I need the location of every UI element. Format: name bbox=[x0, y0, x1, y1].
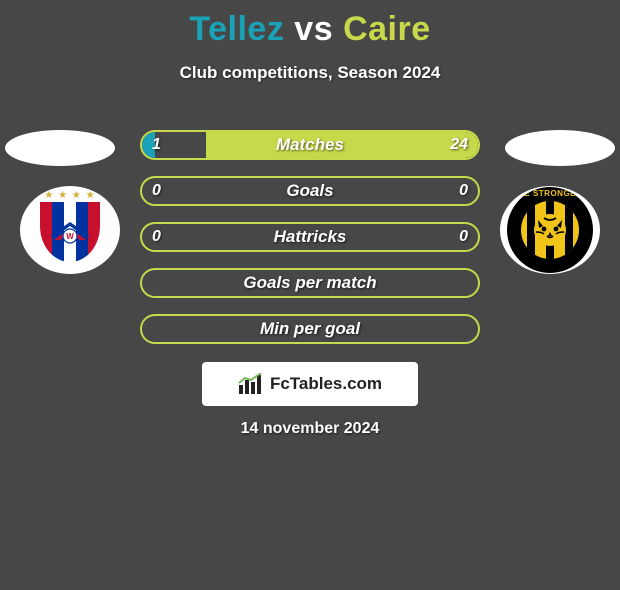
page-title: Tellez vs Caire bbox=[0, 10, 620, 49]
bar-chart-icon bbox=[238, 373, 264, 395]
svg-text:W: W bbox=[66, 232, 74, 241]
date-line: 14 november 2024 bbox=[0, 420, 620, 438]
stat-row: Min per goal bbox=[140, 314, 480, 344]
club-badge-right: THE STRONGEST bbox=[500, 186, 600, 274]
player2-photo-placeholder bbox=[505, 130, 615, 166]
stat-label: Goals per match bbox=[142, 270, 478, 296]
stat-label: Hattricks bbox=[142, 224, 478, 250]
stat-row: Goals0 0 bbox=[140, 176, 480, 206]
player1-photo-placeholder bbox=[5, 130, 115, 166]
stat-label: Min per goal bbox=[142, 316, 478, 342]
stats-column: Matches124Goals00Hattricks00Goals per ma… bbox=[140, 130, 480, 360]
subtitle: Club competitions, Season 2024 bbox=[0, 63, 620, 83]
wilstermann-crest-icon: ★ ★ ★ ★ W bbox=[30, 194, 110, 266]
stat-value-left: 0 bbox=[152, 178, 161, 204]
tiger-face-icon bbox=[530, 210, 570, 250]
branding-text: FcTables.com bbox=[270, 374, 382, 394]
stat-value-left: 0 bbox=[152, 224, 161, 250]
stat-value-right: 0 bbox=[459, 224, 468, 250]
title-player2: Caire bbox=[343, 10, 431, 48]
title-player1: Tellez bbox=[189, 10, 284, 48]
stat-label: Matches bbox=[142, 132, 478, 158]
stat-row: Hattricks0 0 bbox=[140, 222, 480, 252]
branding-badge: FcTables.com bbox=[202, 362, 418, 406]
stat-value-right: 24 bbox=[450, 132, 468, 158]
stat-label: Goals bbox=[142, 178, 478, 204]
crest-wings-icon: W bbox=[40, 218, 100, 248]
stat-row: Matches1 24 bbox=[140, 130, 480, 160]
club-badge-left: ★ ★ ★ ★ W bbox=[20, 186, 120, 274]
crest-stars-icon: ★ ★ ★ ★ bbox=[30, 190, 110, 201]
strongest-crest-icon: THE STRONGEST bbox=[507, 187, 593, 273]
stat-value-right: 0 bbox=[459, 178, 468, 204]
stat-row: Goals per match bbox=[140, 268, 480, 298]
title-vs: vs bbox=[294, 10, 333, 48]
stat-value-left: 1 bbox=[152, 132, 161, 158]
crest-ring-label: THE STRONGEST bbox=[507, 189, 593, 198]
